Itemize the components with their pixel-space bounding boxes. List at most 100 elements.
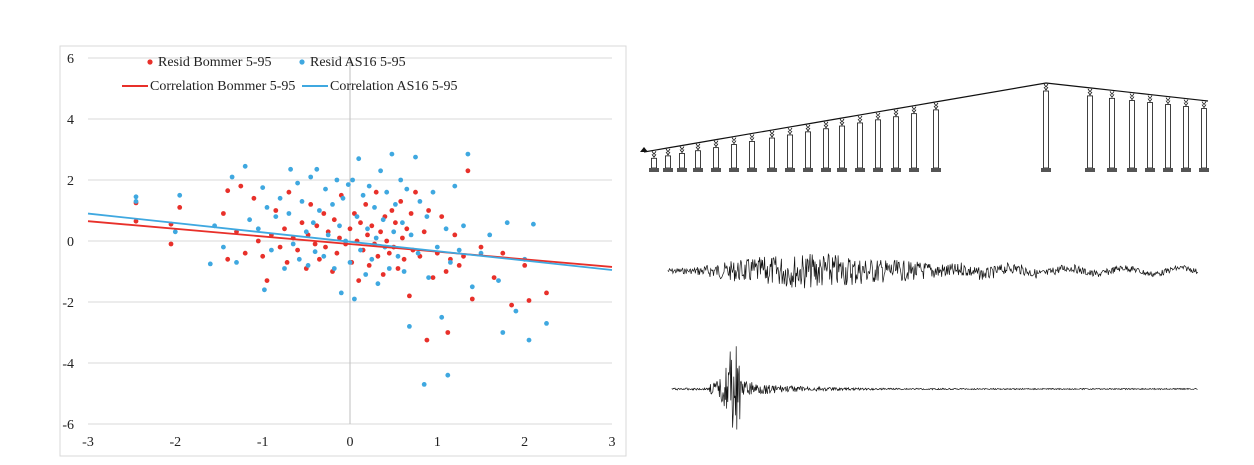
- pier-column: [805, 131, 811, 169]
- scatter-point: [380, 272, 386, 277]
- scatter-chart-svg: 6 4 2 0 -2 -4 -6 -3 -2 -1 0 1 2 3 Resid Bommer 5-95 Res…: [59, 45, 627, 457]
- bridge-pier: [909, 106, 919, 172]
- pier-column: [731, 144, 737, 169]
- scatter-point: [330, 202, 335, 207]
- scatter-point: [296, 256, 302, 262]
- pier-column: [1165, 104, 1171, 169]
- acceleration-trace: [671, 346, 1198, 430]
- bearing-spring: [769, 130, 775, 138]
- y-tick-label: -4: [62, 357, 74, 372]
- scatter-point: [229, 174, 235, 180]
- scatter-point: [395, 266, 401, 271]
- bearing-spring: [731, 137, 737, 145]
- scatter-point: [262, 287, 267, 293]
- legend-marker: [147, 59, 153, 65]
- scatter-point: [242, 163, 248, 169]
- pier-footing: [785, 168, 795, 172]
- scatter-point: [430, 189, 436, 195]
- scatter-point: [434, 244, 440, 250]
- scatter-point: [133, 194, 139, 200]
- pier-footing: [821, 168, 831, 172]
- scatter-point: [461, 253, 466, 259]
- scatter-point: [375, 281, 381, 287]
- scatter-point: [496, 278, 501, 283]
- scatter-point: [269, 247, 274, 253]
- scatter-point: [465, 151, 471, 157]
- bearing-spring: [805, 124, 811, 132]
- scatter-point: [424, 214, 430, 220]
- scatter-point: [299, 199, 305, 204]
- scatter-point: [504, 220, 510, 226]
- scatter-point: [337, 223, 342, 229]
- scatter-point: [273, 208, 279, 213]
- scatter-point: [133, 199, 139, 204]
- pier-footing: [729, 168, 739, 172]
- scatter-point: [234, 260, 239, 265]
- scatter-point: [356, 156, 362, 162]
- scatter-point: [317, 208, 322, 213]
- scatter-point: [386, 250, 392, 256]
- bearing-spring: [911, 106, 917, 114]
- scatter-point: [393, 220, 398, 226]
- scatter-point: [448, 260, 453, 265]
- scatter-point: [366, 263, 372, 268]
- scatter-point: [347, 260, 353, 265]
- scatter-point: [356, 278, 362, 283]
- scatter-point: [255, 226, 261, 232]
- scatter-point: [242, 250, 248, 256]
- abutment-support: [640, 147, 648, 152]
- pier-column: [665, 155, 671, 169]
- scatter-point: [286, 211, 292, 216]
- scatter-point: [445, 372, 451, 378]
- pier-footing: [891, 168, 901, 172]
- pier-footing: [677, 168, 687, 172]
- scatter-point: [500, 330, 506, 335]
- accelerogram-long-svg: [667, 253, 1199, 289]
- scatter-point: [260, 253, 266, 259]
- bearing-spring: [893, 109, 899, 117]
- scatter-point: [295, 180, 300, 186]
- scatter-point: [299, 220, 305, 226]
- bridge-pier: [821, 121, 831, 172]
- scatter-point: [526, 337, 532, 343]
- scatter-point: [260, 185, 266, 191]
- scatter-point: [345, 182, 351, 188]
- regression-line-correlation-bommer-5-95: [87, 220, 613, 268]
- bridge-pier: [663, 148, 673, 172]
- scatter-point: [430, 275, 436, 280]
- scatter-point: [404, 186, 410, 192]
- scatter-point: [461, 223, 466, 229]
- scatter-point: [234, 229, 239, 235]
- pier-footing: [931, 168, 941, 172]
- scatter-point: [314, 166, 320, 172]
- bearing-spring: [857, 115, 863, 123]
- scatter-point: [421, 229, 427, 235]
- pier-footing: [1085, 168, 1095, 172]
- bearing-spring: [1165, 97, 1171, 105]
- scatter-point: [354, 214, 360, 220]
- pier-footing: [837, 168, 847, 172]
- scatter-point: [290, 241, 296, 247]
- pier-column: [875, 119, 881, 169]
- bearing-spring: [1129, 93, 1135, 101]
- scatter-point: [303, 229, 309, 235]
- scatter-point: [424, 337, 430, 343]
- scatter-point: [544, 321, 549, 326]
- scatter-point: [443, 269, 449, 274]
- scatter-point: [331, 217, 337, 223]
- x-tick-label: 3: [609, 435, 616, 450]
- bearing-spring: [839, 118, 845, 126]
- accelerogram-long-duration: [630, 235, 1250, 310]
- pier-footing: [1199, 168, 1209, 172]
- legend-entry: Resid Bommer 5-95: [147, 55, 272, 70]
- scatter-point: [347, 226, 353, 232]
- scatter-point: [401, 256, 407, 262]
- scatter-point: [317, 256, 322, 262]
- scatter-point: [500, 250, 506, 256]
- scatter-point: [314, 223, 320, 229]
- y-tick-label: -6: [62, 418, 74, 433]
- bridge-pier: [891, 109, 901, 172]
- legend-label: Resid Bommer 5-95: [158, 55, 272, 70]
- scatter-point: [469, 296, 475, 302]
- bridge-pier: [931, 102, 941, 172]
